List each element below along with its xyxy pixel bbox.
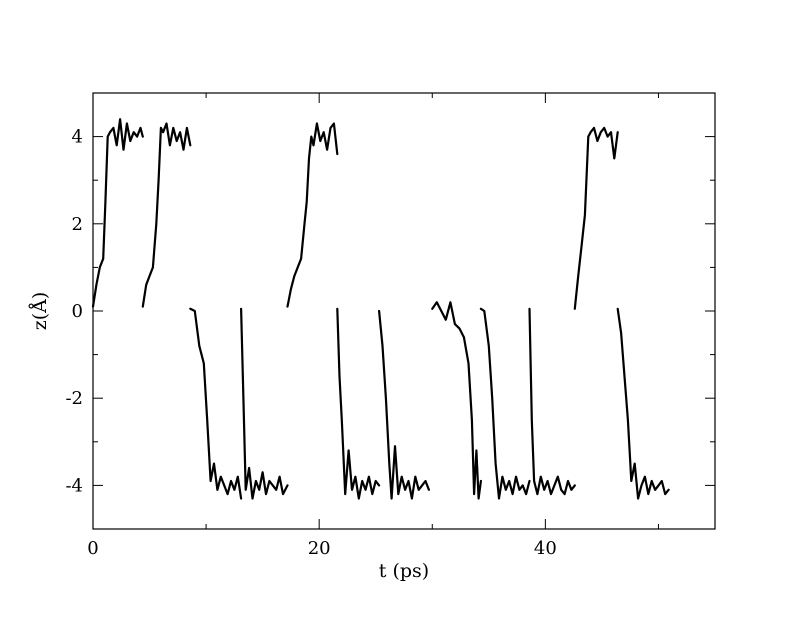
series-line-1 — [91, 118, 144, 308]
x-tick-label: 0 — [87, 538, 98, 559]
series-line-8 — [431, 301, 482, 500]
y-tick-label: -4 — [65, 475, 83, 496]
y-tick-label: 2 — [72, 214, 83, 235]
series-line-10 — [528, 307, 576, 496]
series-line-12 — [616, 307, 670, 500]
series-group — [91, 118, 670, 500]
plot-frame — [92, 92, 716, 530]
series-line-7 — [378, 309, 430, 500]
series-line-2 — [141, 122, 192, 308]
x-tick-label: 20 — [308, 538, 331, 559]
series-line-6 — [336, 307, 381, 500]
y-axis-title: z(Å) — [29, 292, 51, 331]
series-line-3 — [189, 307, 243, 500]
y-tick-label: 4 — [72, 127, 83, 148]
axis-ticks — [92, 92, 715, 530]
y-tick-label: 0 — [72, 301, 83, 322]
series-line-4 — [240, 307, 289, 500]
series-line-11 — [573, 126, 619, 310]
series-line-9 — [479, 307, 531, 500]
x-axis-title: t (ps) — [379, 560, 429, 582]
x-tick-label: 40 — [534, 538, 557, 559]
y-tick-label: -2 — [65, 388, 83, 409]
series-line-5 — [286, 122, 339, 308]
